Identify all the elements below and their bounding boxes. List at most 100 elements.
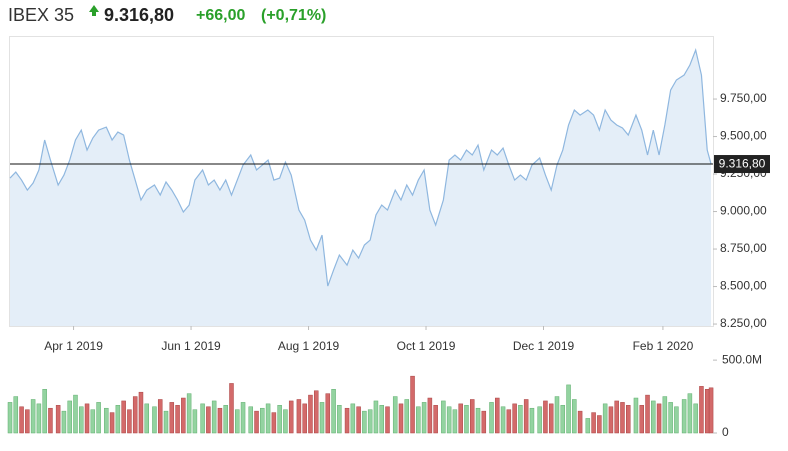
last-price-box: [714, 155, 770, 174]
volume-bar: [42, 389, 47, 434]
x-tick-label: Oct 1 2019: [397, 339, 456, 353]
volume-bar: [109, 412, 115, 434]
x-tick-label: Aug 1 2019: [278, 339, 340, 353]
volume-bar: [254, 410, 259, 434]
volume-bar: [217, 407, 223, 434]
y-tick-label: 9.500,00: [720, 129, 767, 143]
volume-bar: [591, 412, 596, 434]
volume-bar: [392, 396, 398, 434]
volume-bar: [104, 407, 109, 434]
volume-bar: [350, 403, 356, 434]
volume-bar: [597, 415, 602, 434]
volume-bar: [489, 402, 494, 434]
volume-bar: [518, 405, 523, 434]
volume-bar: [55, 405, 61, 434]
volume-bar: [67, 400, 72, 434]
volume-bar: [681, 399, 687, 434]
volume-bar: [61, 410, 67, 434]
y-tick-label: 9.750,00: [720, 91, 767, 105]
x-tick-label: Dec 1 2019: [513, 339, 575, 353]
volume-bar: [548, 403, 554, 434]
volume-bar: [271, 412, 277, 434]
price-line: [9, 47, 712, 287]
volume-bar: [25, 409, 30, 434]
volume-bar: [337, 405, 342, 434]
volume-bar: [699, 386, 704, 434]
volume-bar: [481, 410, 487, 434]
volume-bar: [138, 391, 144, 434]
volume-bar: [90, 409, 96, 434]
volume-bar: [30, 399, 36, 434]
volume-bar: [19, 406, 24, 434]
y2-tick-label: 0: [722, 425, 729, 439]
volume-bar: [248, 406, 254, 434]
volume-bar: [620, 402, 625, 434]
volume-bar: [577, 410, 583, 434]
volume-bar: [296, 399, 302, 434]
volume-bar: [469, 399, 475, 434]
volume-bar: [36, 403, 42, 434]
volume-bar: [633, 397, 639, 434]
volume-bar: [602, 403, 608, 434]
volume-bar: [115, 405, 121, 434]
volume-bar: [708, 387, 714, 434]
volume-bar: [651, 400, 656, 434]
volume-bar: [543, 400, 548, 434]
volume-bar: [144, 403, 149, 434]
volume-bar: [452, 409, 458, 434]
volume-bar: [223, 405, 228, 434]
volume-bar: [240, 402, 246, 434]
volume-bar: [554, 396, 560, 434]
volume-bar: [288, 400, 294, 434]
y-tick-label: 8.750,00: [720, 241, 767, 255]
volume-bar: [96, 402, 101, 434]
volume-bar: [433, 405, 438, 434]
volume-bar: [302, 403, 307, 434]
volume-bar: [367, 409, 373, 434]
volume-bar: [157, 399, 163, 434]
volume-bar: [427, 397, 433, 434]
volume-bar: [265, 403, 271, 434]
volume-bar: [344, 407, 350, 434]
volume-bar: [175, 405, 180, 434]
volume-bar: [464, 405, 469, 434]
x-tick-label: Feb 1 2020: [633, 339, 694, 353]
volume-bar: [398, 403, 404, 434]
volume-bar: [79, 406, 84, 434]
volume-bar: [319, 402, 325, 434]
volume-bar: [331, 389, 336, 434]
volume-bar: [152, 406, 157, 434]
volume-bar: [529, 407, 535, 434]
volume-bar: [277, 405, 282, 434]
volume-bar: [181, 397, 186, 434]
change-percent: (+0,71%): [261, 7, 326, 24]
volume-bar: [235, 409, 240, 434]
volume-bar: [614, 400, 619, 434]
volume-bar: [379, 405, 384, 434]
volume-bar: [163, 410, 169, 434]
y-tick-label: 9.000,00: [720, 204, 767, 218]
volume-bar: [608, 406, 614, 434]
volume-bar: [441, 400, 446, 434]
volume-bar: [404, 399, 410, 434]
volume-bar: [260, 407, 265, 434]
volume-bar: [132, 396, 138, 434]
volume-bar: [84, 403, 90, 434]
volume-bar: [229, 383, 234, 434]
volume-bar: [373, 400, 379, 434]
volume-bar: [73, 394, 78, 434]
x-tick-label: Apr 1 2019: [44, 339, 103, 353]
area: [10, 50, 712, 326]
volume-bar: [645, 394, 650, 434]
volume-bar: [537, 406, 542, 434]
volume-bar: [585, 418, 591, 434]
volume-bar: [283, 409, 288, 434]
x-tick-label: Jun 1 2019: [161, 339, 221, 353]
volume-bar: [639, 405, 644, 434]
volume-bar: [206, 406, 211, 434]
volume-bar: [211, 400, 217, 434]
volume-bar: [325, 393, 331, 434]
plot-frame: [9, 36, 714, 327]
volume-bar: [626, 405, 631, 434]
